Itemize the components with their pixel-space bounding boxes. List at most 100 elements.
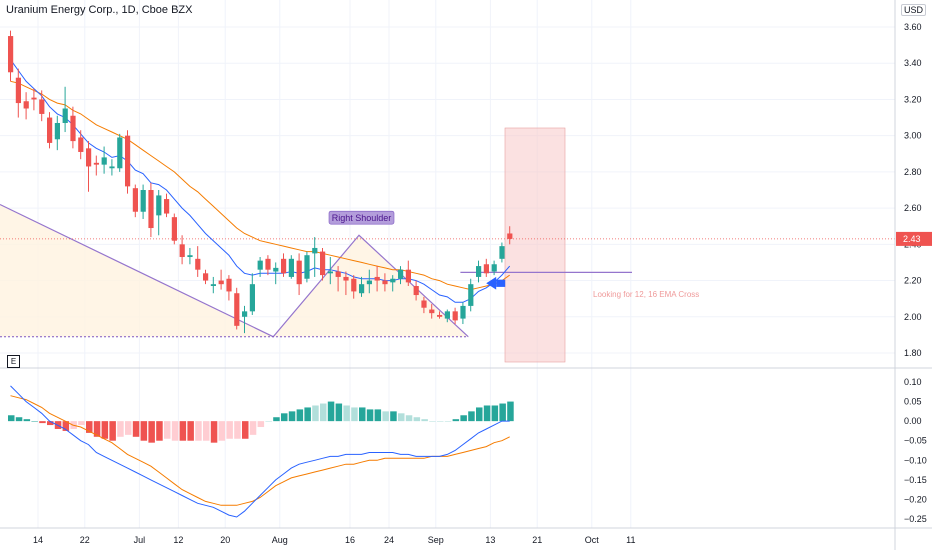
pattern-fill-right bbox=[273, 235, 469, 337]
candle-body bbox=[273, 267, 279, 272]
candle-body bbox=[195, 258, 201, 270]
candle-body bbox=[288, 258, 294, 277]
histogram-bar bbox=[304, 407, 311, 422]
candle-body bbox=[164, 199, 170, 214]
candle-body bbox=[312, 247, 318, 254]
candle-body bbox=[398, 269, 404, 279]
time-tick-label: 13 bbox=[485, 535, 495, 545]
price-tick-label: 2.60 bbox=[904, 203, 922, 213]
time-tick-label: Jul bbox=[134, 535, 146, 545]
histogram-bar bbox=[109, 421, 116, 441]
histogram-bar bbox=[359, 407, 366, 422]
candle-body bbox=[101, 157, 107, 165]
ema-slow-line bbox=[10, 80, 510, 291]
arrow-shaft bbox=[496, 279, 506, 287]
candle-body bbox=[320, 251, 326, 276]
candle-body bbox=[140, 190, 146, 212]
candles bbox=[8, 30, 513, 334]
candle-body bbox=[125, 135, 131, 187]
candle-body bbox=[39, 99, 45, 114]
candle-body bbox=[390, 278, 396, 283]
histogram-bar bbox=[234, 421, 241, 439]
histogram-bar bbox=[343, 405, 350, 422]
histogram-bar bbox=[78, 421, 85, 426]
histogram-bar bbox=[273, 417, 280, 422]
earnings-badge[interactable]: E bbox=[7, 355, 20, 368]
histogram-bar bbox=[257, 421, 265, 428]
histogram-bar bbox=[312, 405, 319, 422]
candle-body bbox=[265, 258, 271, 270]
oscillator-pane bbox=[8, 385, 514, 518]
price-tick-label: 3.40 bbox=[904, 58, 922, 68]
time-tick-label: 22 bbox=[80, 535, 90, 545]
histogram-bar bbox=[218, 421, 226, 441]
histogram-bar bbox=[164, 421, 171, 439]
histogram-bar bbox=[47, 421, 54, 426]
candle-body bbox=[359, 284, 365, 294]
candle-body bbox=[499, 246, 505, 259]
histogram-bar bbox=[452, 419, 460, 422]
candle-body bbox=[405, 269, 411, 283]
cross-note: Looking for 12, 16 EMA Cross bbox=[593, 290, 699, 299]
candle-body bbox=[242, 311, 248, 317]
candle-body bbox=[421, 300, 427, 308]
histogram-bar bbox=[351, 407, 358, 422]
time-tick-label: 12 bbox=[173, 535, 183, 545]
histogram-bar bbox=[242, 421, 249, 439]
histogram-bar bbox=[390, 411, 397, 422]
candle-body bbox=[8, 36, 14, 73]
candle-body bbox=[54, 122, 60, 140]
candle-body bbox=[234, 293, 240, 326]
candle-body bbox=[374, 276, 380, 281]
candle-body bbox=[476, 266, 482, 277]
histogram-bar bbox=[39, 421, 46, 424]
histogram-bar bbox=[148, 421, 155, 443]
candle-body bbox=[327, 271, 333, 274]
candle-body bbox=[148, 190, 154, 229]
arrow-icon bbox=[486, 276, 497, 290]
histogram-bar bbox=[327, 401, 335, 422]
osc-tick-label: −0.05 bbox=[904, 436, 927, 446]
histogram-bar bbox=[429, 421, 436, 422]
time-tick-label: Sep bbox=[428, 535, 444, 545]
histogram-bar bbox=[187, 421, 194, 441]
candle-body bbox=[70, 115, 76, 142]
candle-body bbox=[429, 309, 435, 314]
price-tick-label: 1.80 bbox=[904, 348, 922, 358]
currency-badge[interactable]: USD bbox=[900, 4, 926, 16]
histogram-bar bbox=[179, 421, 187, 441]
grid bbox=[0, 0, 895, 528]
candle-body bbox=[156, 195, 162, 216]
candle-body bbox=[15, 77, 21, 104]
histogram-bar bbox=[499, 403, 506, 422]
histogram-bar bbox=[398, 413, 405, 422]
highlight-zone bbox=[504, 127, 566, 363]
histogram-bar bbox=[320, 403, 327, 422]
histogram-bar bbox=[491, 405, 499, 422]
histogram-bar bbox=[483, 405, 491, 422]
candle-body bbox=[78, 137, 84, 152]
candle-body bbox=[468, 284, 474, 306]
osc-tick-label: 0.05 bbox=[904, 397, 922, 407]
candle-body bbox=[86, 148, 92, 167]
histogram-bar bbox=[117, 421, 124, 437]
candle-body bbox=[304, 255, 310, 279]
candle-body bbox=[483, 264, 489, 274]
histogram-bar bbox=[281, 413, 288, 422]
histogram-bar bbox=[265, 421, 272, 422]
candle-body bbox=[187, 255, 193, 258]
candle-body bbox=[179, 244, 185, 258]
osc-tick-label: −0.15 bbox=[904, 475, 927, 485]
price-tick-label: 3.60 bbox=[904, 22, 922, 32]
candle-body bbox=[47, 117, 53, 143]
price-tick-label: 2.00 bbox=[904, 312, 922, 322]
candle-body bbox=[93, 162, 99, 165]
histogram-bar bbox=[86, 421, 93, 433]
time-tick-label: Oct bbox=[585, 535, 600, 545]
histogram-bar bbox=[444, 421, 452, 422]
right-shoulder-label: Right Shoulder bbox=[332, 213, 392, 223]
histogram-bar bbox=[374, 409, 382, 422]
candle-body bbox=[31, 97, 37, 100]
